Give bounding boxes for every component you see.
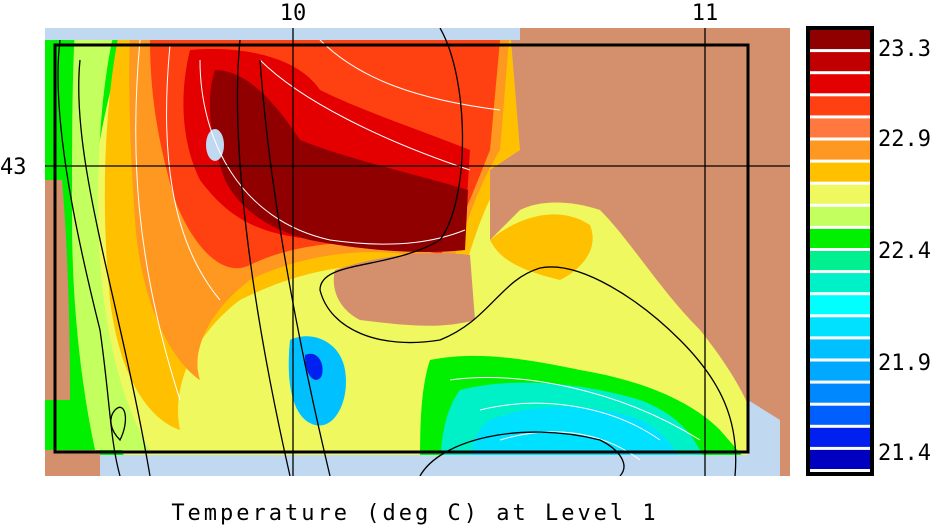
masked-patch — [206, 129, 224, 161]
colorbar-swatch — [810, 184, 870, 204]
colorbar-swatch — [810, 295, 870, 315]
temperature-contours — [135, 39, 701, 461]
colorbar-swatch — [810, 228, 870, 248]
colorbar-swatch — [810, 273, 870, 293]
colorbar-swatch — [810, 317, 870, 337]
bathymetry-contours — [57, 28, 737, 476]
blue-eddy — [288, 336, 346, 426]
blue-eddy-core — [305, 353, 323, 380]
land-island — [333, 253, 475, 326]
colorbar-swatch — [810, 52, 870, 72]
domain-box — [53, 43, 750, 454]
colorbar-swatch — [810, 427, 870, 447]
colorbar-swatch — [810, 361, 870, 381]
chart-title: Temperature (deg C) at Level 1 — [171, 501, 658, 526]
colorbar-swatch — [810, 96, 870, 116]
land-east — [490, 28, 790, 476]
colorbar-swatch — [810, 449, 870, 469]
lightgreen-band — [72, 28, 150, 450]
colorbar — [810, 30, 870, 469]
colorbar-swatch — [810, 383, 870, 403]
masked-southeast — [748, 400, 780, 476]
colorbar-swatch — [810, 74, 870, 94]
x-tick-11: 11 — [692, 1, 719, 26]
colorbar-label-21.9: 21.9 — [878, 351, 931, 376]
land-southwest — [45, 450, 100, 476]
map-field — [45, 28, 790, 476]
colorbar-frame — [806, 26, 874, 476]
colorbar-swatch — [810, 405, 870, 425]
colorbar-label-22.9: 22.9 — [878, 127, 931, 152]
colorbar-swatch — [810, 30, 870, 50]
colorbar-swatch — [810, 339, 870, 359]
colorbar-swatch — [810, 140, 870, 160]
colorbar-label-22.4: 22.4 — [878, 239, 931, 264]
colorbar-swatch — [810, 162, 870, 182]
colorbar-label-21.4: 21.4 — [878, 441, 931, 466]
masked-south — [100, 455, 770, 476]
x-tick-10: 10 — [280, 1, 307, 26]
colorbar-swatch — [810, 118, 870, 138]
darkred-core — [209, 70, 468, 252]
colorbar-swatch — [810, 206, 870, 226]
y-tick-43: 43 — [0, 155, 27, 180]
colorbar-label-23.3: 23.3 — [878, 37, 931, 62]
colorbar-swatch — [810, 251, 870, 271]
orange-inlet — [490, 214, 593, 280]
masked-north — [45, 28, 520, 40]
land-west — [45, 180, 70, 400]
